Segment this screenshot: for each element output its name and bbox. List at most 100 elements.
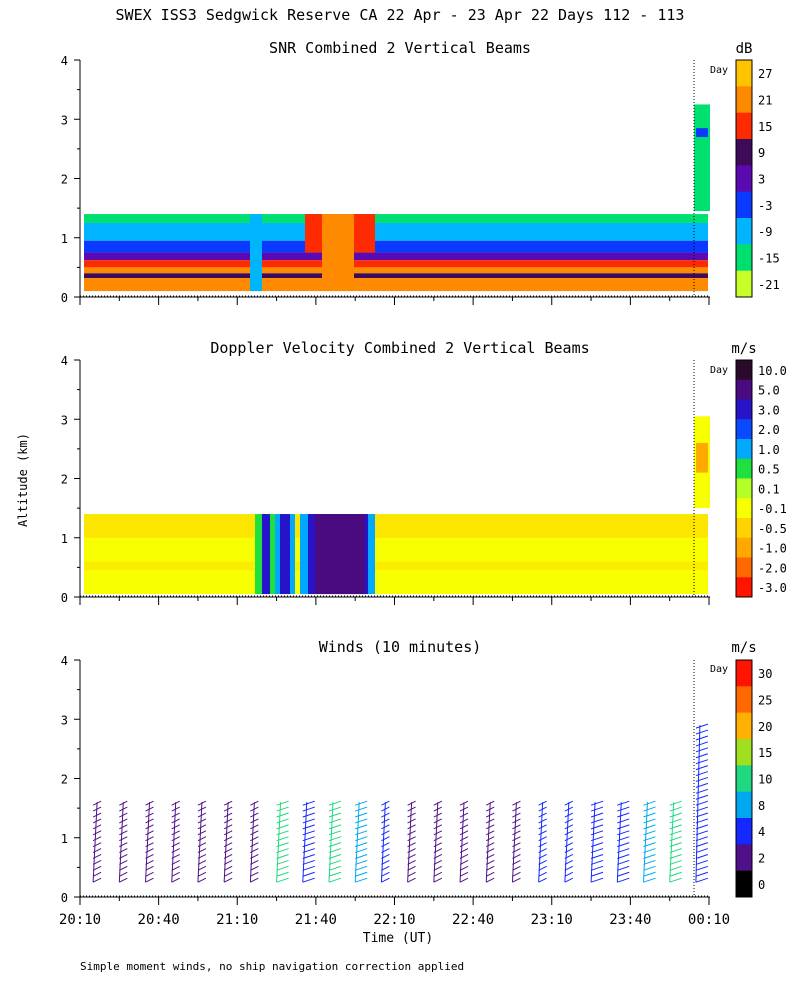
- doppler-colorbar-label: -2.0: [758, 561, 787, 575]
- doppler-panel-title: Doppler Velocity Combined 2 Vertical Bea…: [210, 339, 589, 357]
- winds-xtick-label: 23:10: [531, 912, 573, 928]
- wind-barb: [119, 842, 128, 848]
- wind-barb-staff: [538, 802, 544, 883]
- doppler-ytick-label: 2: [61, 473, 68, 487]
- wind-barb-staff: [669, 802, 675, 883]
- wind-barb: [223, 836, 233, 842]
- wind-barb: [302, 818, 315, 824]
- doppler-colorbar-label: 10.0: [758, 364, 787, 378]
- wind-barb-staff: [197, 802, 203, 883]
- wind-barb: [590, 812, 604, 818]
- snr-colorbar-label: -9: [758, 225, 772, 239]
- wind-barb: [512, 824, 521, 830]
- wind-barb: [643, 800, 656, 806]
- doppler-colorbar: 10.0 5.0 3.0 2.0 1.0 0.5 0.1 -0.1 -0.5 -1.0 -2.0 -3…: [735, 359, 787, 598]
- doppler-colorbar-swatch: [736, 458, 752, 479]
- wind-barb: [355, 854, 368, 859]
- wind-barb: [145, 824, 154, 830]
- wind-barb: [459, 812, 469, 818]
- wind-barb: [617, 824, 630, 830]
- winds-colorbar-label: 25: [758, 694, 772, 708]
- winds-profile-2305: [538, 800, 547, 883]
- wind-barb: [171, 842, 180, 848]
- wind-barb: [433, 818, 443, 824]
- wind-barb: [590, 854, 604, 859]
- snr-colorbar-label: 27: [758, 67, 772, 81]
- wind-barb: [302, 830, 315, 836]
- wind-barb: [512, 871, 521, 877]
- wind-barb: [695, 854, 709, 859]
- wind-barb: [590, 806, 604, 812]
- doppler-colorbar-label: -0.1: [758, 502, 787, 516]
- wind-barb-staff: [564, 802, 570, 883]
- wind-barb: [119, 812, 128, 818]
- wind-barb: [119, 818, 128, 824]
- wind-barb: [276, 871, 289, 877]
- wind-barb: [669, 812, 682, 818]
- wind-barb: [459, 818, 469, 824]
- wind-barb: [171, 865, 180, 871]
- doppler-colorbar-swatch: [736, 537, 752, 558]
- wind-barb: [92, 824, 102, 830]
- doppler-ytick-label: 1: [61, 532, 68, 546]
- doppler-colorbar-swatch: [736, 439, 752, 460]
- wind-barb: [538, 818, 547, 824]
- wind-barb: [590, 877, 604, 883]
- wind-barb: [302, 854, 315, 859]
- wind-barb: [328, 806, 342, 812]
- wind-barb: [92, 836, 102, 842]
- wind-barb: [407, 830, 416, 836]
- wind-barb: [433, 836, 443, 842]
- doppler-panel: Doppler Velocity Combined 2 Vertical Bea…: [61, 339, 787, 605]
- wind-barb: [695, 859, 709, 865]
- wind-barb: [381, 824, 390, 830]
- doppler-downdraft-column: [262, 514, 270, 595]
- snr-colorbar-frame: [735, 59, 753, 298]
- wind-barb: [171, 836, 180, 842]
- wind-barb: [145, 871, 154, 877]
- doppler-downdraft-column: [280, 514, 290, 595]
- snr-units-label: dB: [736, 41, 753, 57]
- wind-barb: [250, 818, 259, 824]
- doppler-colorbar-label: 3.0: [758, 403, 780, 417]
- winds-profile-2025: [118, 800, 128, 883]
- wind-barb: [643, 830, 656, 836]
- wind-barb: [381, 877, 390, 883]
- doppler-plot-area: [84, 416, 710, 595]
- wind-barb-staff: [354, 802, 360, 883]
- wind-barb: [223, 830, 233, 836]
- wind-barb: [564, 812, 574, 818]
- wind-barb: [643, 877, 656, 883]
- snr-colorbar-label: 3: [758, 173, 765, 187]
- wind-barb: [669, 806, 682, 812]
- winds-colorbar-swatch: [736, 818, 752, 845]
- wind-barb-staff: [380, 802, 386, 883]
- winds-colorbar-label: 15: [758, 746, 772, 760]
- snr-colorbar-swatch: [736, 218, 752, 245]
- wind-barb: [486, 836, 495, 842]
- wind-barb: [617, 865, 630, 871]
- wind-barb: [302, 806, 315, 812]
- winds-y-axis: 0 1 2 3 4: [61, 654, 710, 905]
- wind-barb: [276, 865, 289, 871]
- doppler-mid-band: [84, 561, 708, 571]
- winds-profile-2035: [145, 800, 154, 883]
- wind-barb: [328, 877, 342, 883]
- wind-barb: [145, 877, 154, 883]
- wind-barb: [381, 830, 390, 836]
- winds-ytick-label: 2: [61, 773, 68, 787]
- wind-barb: [538, 812, 547, 818]
- y-axis-label: Altitude (km): [16, 433, 30, 527]
- snr-late-layer-core: [696, 128, 708, 138]
- wind-barb: [119, 871, 128, 877]
- wind-barb: [407, 824, 416, 830]
- wind-barb: [617, 812, 630, 818]
- wind-barb: [695, 782, 709, 788]
- doppler-colorbar-frame: [735, 359, 753, 598]
- wind-barb: [302, 877, 315, 883]
- snr-colorbar-label: -15: [758, 252, 780, 266]
- wind-barb: [538, 824, 547, 830]
- wind-barb: [433, 824, 443, 830]
- doppler-ytick-label: 3: [61, 413, 68, 427]
